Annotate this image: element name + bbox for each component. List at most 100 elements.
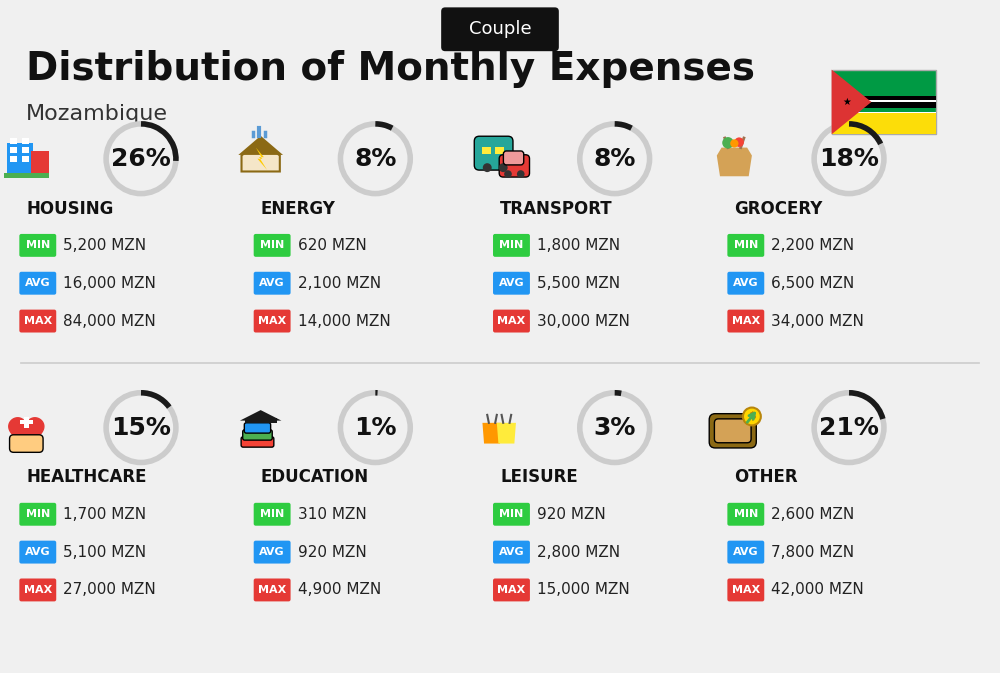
FancyBboxPatch shape (493, 503, 530, 526)
FancyBboxPatch shape (727, 579, 764, 602)
Text: 7,800 MZN: 7,800 MZN (771, 544, 854, 560)
Text: 310 MZN: 310 MZN (298, 507, 366, 522)
Text: 920 MZN: 920 MZN (298, 544, 366, 560)
Text: HEALTHCARE: HEALTHCARE (26, 468, 147, 487)
Text: EDUCATION: EDUCATION (261, 468, 369, 487)
Bar (24, 417, 29, 428)
Text: MAX: MAX (732, 585, 760, 595)
FancyBboxPatch shape (254, 310, 291, 332)
Polygon shape (497, 423, 516, 444)
Text: MIN: MIN (734, 240, 758, 250)
Text: 2,200 MZN: 2,200 MZN (771, 238, 854, 253)
FancyBboxPatch shape (727, 272, 764, 295)
FancyBboxPatch shape (474, 136, 513, 170)
Text: 2,600 MZN: 2,600 MZN (771, 507, 854, 522)
Text: ★: ★ (842, 97, 851, 107)
Text: Mozambique: Mozambique (26, 104, 168, 124)
FancyBboxPatch shape (19, 234, 56, 257)
FancyBboxPatch shape (19, 579, 56, 602)
Bar (495, 147, 504, 154)
Polygon shape (256, 147, 267, 170)
Text: MAX: MAX (732, 316, 760, 326)
Bar (832, 100, 936, 102)
Text: Distribution of Monthly Expenses: Distribution of Monthly Expenses (26, 50, 755, 88)
Bar (22, 139, 29, 144)
Text: 5,200 MZN: 5,200 MZN (63, 238, 146, 253)
Text: 2,100 MZN: 2,100 MZN (298, 276, 381, 291)
FancyBboxPatch shape (503, 151, 524, 165)
Circle shape (722, 137, 734, 149)
Text: AVG: AVG (25, 547, 51, 557)
Bar (10, 147, 17, 153)
Text: MAX: MAX (258, 316, 286, 326)
Text: 3%: 3% (593, 416, 636, 439)
Text: OTHER: OTHER (734, 468, 798, 487)
Text: 21%: 21% (819, 416, 879, 439)
Bar (10, 139, 17, 144)
FancyBboxPatch shape (10, 435, 43, 452)
FancyBboxPatch shape (243, 430, 272, 440)
Bar (832, 112, 936, 114)
Text: 4,900 MZN: 4,900 MZN (298, 582, 381, 598)
Polygon shape (238, 136, 283, 155)
Bar (22, 156, 29, 162)
FancyBboxPatch shape (254, 503, 291, 526)
Bar (20, 420, 33, 425)
Text: 26%: 26% (111, 147, 171, 171)
Text: 34,000 MZN: 34,000 MZN (771, 314, 864, 328)
Bar (4, 173, 49, 178)
FancyBboxPatch shape (727, 234, 764, 257)
FancyBboxPatch shape (254, 540, 291, 563)
FancyBboxPatch shape (832, 69, 936, 135)
Text: MIN: MIN (260, 240, 284, 250)
Text: ENERGY: ENERGY (261, 199, 336, 217)
Text: 2,800 MZN: 2,800 MZN (537, 544, 620, 560)
Text: 620 MZN: 620 MZN (298, 238, 366, 253)
Text: Couple: Couple (469, 20, 531, 38)
FancyBboxPatch shape (727, 540, 764, 563)
FancyBboxPatch shape (19, 503, 56, 526)
Text: 30,000 MZN: 30,000 MZN (537, 314, 630, 328)
Text: $: $ (748, 411, 756, 421)
Circle shape (517, 170, 525, 178)
Polygon shape (240, 410, 281, 421)
FancyBboxPatch shape (254, 272, 291, 295)
Text: 16,000 MZN: 16,000 MZN (63, 276, 156, 291)
FancyBboxPatch shape (493, 272, 530, 295)
FancyBboxPatch shape (727, 310, 764, 332)
Text: MIN: MIN (26, 240, 50, 250)
Text: MAX: MAX (258, 585, 286, 595)
FancyBboxPatch shape (493, 310, 530, 332)
Text: 1,700 MZN: 1,700 MZN (63, 507, 146, 522)
Circle shape (499, 163, 508, 172)
Text: AVG: AVG (499, 547, 524, 557)
FancyBboxPatch shape (493, 234, 530, 257)
FancyBboxPatch shape (727, 503, 764, 526)
Text: 27,000 MZN: 27,000 MZN (63, 582, 156, 598)
Circle shape (734, 137, 744, 147)
Polygon shape (482, 423, 502, 444)
Circle shape (504, 170, 512, 178)
FancyBboxPatch shape (493, 579, 530, 602)
Text: 18%: 18% (819, 147, 879, 171)
FancyBboxPatch shape (254, 579, 291, 602)
Text: 5,500 MZN: 5,500 MZN (537, 276, 620, 291)
Bar (832, 113, 936, 135)
FancyBboxPatch shape (499, 155, 530, 177)
Text: MIN: MIN (260, 509, 284, 520)
Text: 15%: 15% (111, 416, 171, 439)
Bar (482, 147, 491, 154)
Text: 14,000 MZN: 14,000 MZN (298, 314, 390, 328)
Bar (245, 418, 277, 423)
Text: 84,000 MZN: 84,000 MZN (63, 314, 156, 328)
Circle shape (730, 139, 738, 147)
Text: MIN: MIN (499, 240, 524, 250)
FancyBboxPatch shape (441, 7, 559, 51)
Bar (31, 151, 49, 175)
Text: GROCERY: GROCERY (734, 199, 823, 217)
Text: 5,100 MZN: 5,100 MZN (63, 544, 146, 560)
Text: MAX: MAX (24, 316, 52, 326)
Text: AVG: AVG (25, 278, 51, 288)
Text: MAX: MAX (497, 585, 526, 595)
Bar (22, 147, 29, 153)
